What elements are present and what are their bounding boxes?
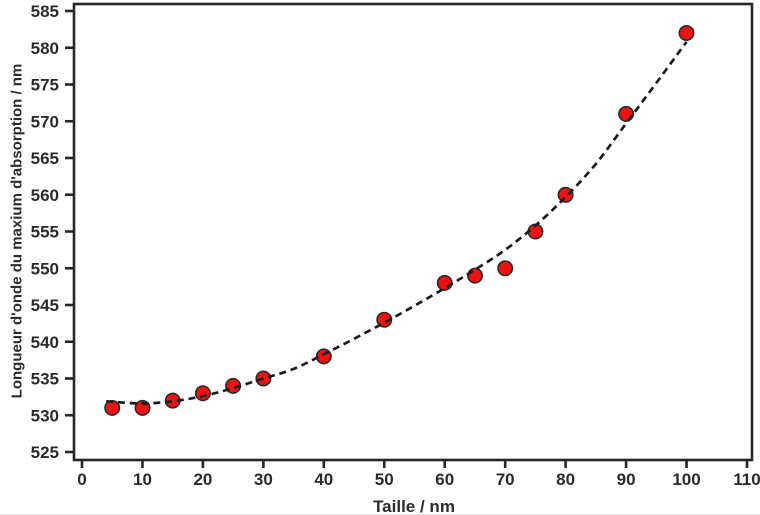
y-tick-label: 555	[31, 223, 59, 242]
data-point	[436, 274, 453, 291]
x-tick-label: 110	[733, 470, 760, 489]
y-tick-label: 535	[31, 370, 59, 389]
y-tick-label: 530	[31, 406, 59, 425]
y-tick-label: 580	[31, 39, 59, 58]
trend-curve	[106, 41, 688, 405]
y-tick-label: 570	[31, 112, 59, 131]
data-point	[466, 267, 483, 284]
y-tick-label: 550	[31, 259, 59, 278]
x-tick-label: 90	[617, 470, 636, 489]
y-tick-label: 585	[31, 2, 59, 21]
y-tick-label: 525	[31, 443, 59, 462]
plot-frame	[72, 2, 754, 462]
x-tick-label: 100	[672, 470, 700, 489]
y-tick-label: 565	[31, 149, 59, 168]
y-axis-title: Longueur d'onde du maxium d'absorption /…	[8, 63, 26, 399]
x-tick-label: 30	[254, 470, 273, 489]
data-point	[315, 348, 332, 365]
x-tick-label: 70	[496, 470, 515, 489]
data-point	[678, 24, 695, 41]
x-tick-label: 0	[77, 470, 86, 489]
x-axis-title: Taille / nm	[373, 497, 455, 515]
y-tick-label: 540	[31, 333, 59, 352]
y-tick-label: 560	[31, 186, 59, 205]
data-point	[194, 385, 211, 402]
x-tick-label: 10	[133, 470, 152, 489]
data-point	[497, 260, 514, 277]
x-tick-label: 40	[314, 470, 333, 489]
data-point	[557, 186, 574, 203]
y-tick-label: 575	[31, 76, 59, 95]
x-tick-label: 80	[556, 470, 575, 489]
x-tick-label: 50	[375, 470, 394, 489]
x-tick-label: 60	[435, 470, 454, 489]
y-tick-label: 545	[31, 296, 59, 315]
x-tick-label: 20	[193, 470, 212, 489]
